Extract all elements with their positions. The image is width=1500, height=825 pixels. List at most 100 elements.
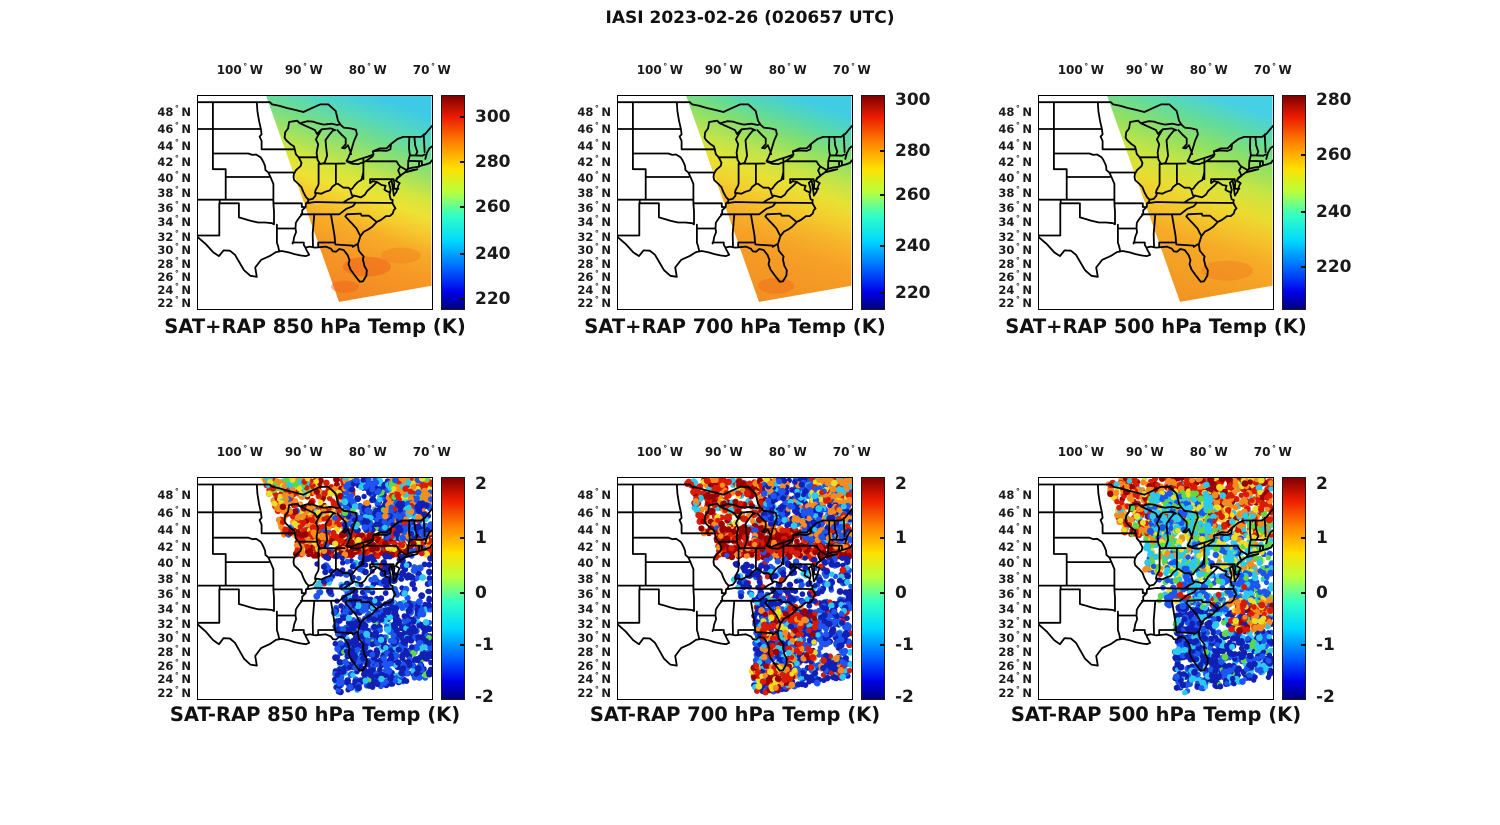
colorbar-tick-label: 220 — [895, 282, 931, 303]
lon-tick-label: 100 ° W — [636, 62, 683, 77]
lat-tick-label: 38 ° N — [577, 185, 611, 201]
lat-tick-label: 34 ° N — [157, 214, 191, 230]
colorbar-sat-plus-rap-500 — [1282, 95, 1306, 310]
lon-tick-label: 80 ° W — [348, 444, 387, 459]
lat-tick-label: 40 ° N — [577, 555, 611, 571]
lon-tick-label: 90 ° W — [704, 444, 743, 459]
colorbar-tick-mark — [1301, 644, 1306, 647]
lat-tick-label: 22 ° N — [998, 684, 1032, 700]
lat-tick-label: 48 ° N — [998, 486, 1032, 502]
colorbar-tick-mark — [460, 253, 465, 256]
lat-tick-label: 34 ° N — [998, 214, 1032, 230]
lat-tick-label: 44 ° N — [577, 138, 611, 154]
colorbar-tick-mark — [460, 537, 465, 540]
lat-tick-label: 42 ° N — [157, 154, 191, 170]
lat-tick-label: 48 ° N — [157, 104, 191, 120]
lat-tick-label: 32 ° N — [157, 615, 191, 631]
colorbar-tick-label: 2 — [895, 473, 907, 494]
colorbar-tick-label: -1 — [475, 635, 494, 656]
colorbar-tick-label: 260 — [475, 196, 511, 217]
lon-tick-label: 70 ° W — [832, 444, 871, 459]
colorbar-tick-label: -2 — [895, 686, 914, 707]
colorbar-tick-mark — [880, 644, 885, 647]
lat-tick-label: 46 ° N — [998, 504, 1032, 520]
lat-tick-label: 34 ° N — [157, 601, 191, 617]
lon-tick-label: 90 ° W — [284, 62, 323, 77]
lat-tick-label: 46 ° N — [577, 504, 611, 520]
colorbar-sat-minus-rap-700 — [861, 477, 885, 700]
colorbar-tick-label: 1 — [1316, 528, 1328, 549]
lat-tick-label: 22 ° N — [998, 295, 1032, 310]
colorbar-tick-mark — [460, 115, 465, 118]
lat-tick-label: 32 ° N — [998, 228, 1032, 244]
colorbar-tick-mark — [880, 149, 885, 152]
lat-tick-label: 32 ° N — [577, 228, 611, 244]
map-box-sat-plus-rap-850 — [197, 95, 433, 310]
lon-tick-label: 90 ° W — [1125, 62, 1164, 77]
state-boundaries — [618, 101, 852, 284]
lat-tick-label: 30 ° N — [157, 630, 191, 646]
lat-tick-label: 30 ° N — [577, 242, 611, 258]
colorbar-tick-label: -2 — [1316, 686, 1335, 707]
lat-tick-label: 38 ° N — [157, 570, 191, 586]
colorbar-sat-plus-rap-850 — [441, 95, 465, 310]
lon-tick-label: 80 ° W — [768, 444, 807, 459]
lat-tick-label: 26 ° N — [998, 657, 1032, 673]
panel-caption-sat-minus-rap-500: SAT-RAP 500 hPa Temp (K) — [1010, 703, 1302, 726]
lat-tick-label: 24 ° N — [157, 282, 191, 298]
lat-tick-label: 26 ° N — [157, 657, 191, 673]
colorbar-tick-mark — [1301, 537, 1306, 540]
lon-tick-label: 70 ° W — [1253, 62, 1292, 77]
colorbar-tick-label: -2 — [475, 686, 494, 707]
lat-tick-label: 22 ° N — [157, 684, 191, 700]
lon-tick-label: 80 ° W — [1189, 444, 1228, 459]
lat-tick-label: 44 ° N — [998, 522, 1032, 538]
colorbar-tick-mark — [1301, 211, 1306, 214]
lat-tick-label: 28 ° N — [577, 644, 611, 660]
lon-tick-label: 70 ° W — [412, 62, 451, 77]
colorbar-tick-label: 260 — [1316, 145, 1352, 166]
lat-tick-label: 42 ° N — [577, 154, 611, 170]
state-boundaries — [1039, 101, 1273, 284]
lat-tick-label: 24 ° N — [157, 671, 191, 687]
panel-caption-sat-plus-rap-850: SAT+RAP 850 hPa Temp (K) — [164, 315, 466, 338]
colorbar-tick-label: 2 — [1316, 473, 1328, 494]
colorbar-sat-plus-rap-700 — [861, 95, 885, 310]
colorbar-tick-label: 240 — [475, 244, 511, 265]
lon-tick-label: 70 ° W — [412, 444, 451, 459]
lat-tick-label: 30 ° N — [998, 242, 1032, 258]
colorbar-tick-label: 0 — [1316, 582, 1328, 603]
colorbar-tick-label: 280 — [475, 151, 511, 172]
lat-tick-label: 28 ° N — [577, 255, 611, 271]
colorbar-tick-label: 300 — [475, 106, 511, 127]
lat-tick-label: 44 ° N — [577, 522, 611, 538]
lat-tick-label: 28 ° N — [998, 255, 1032, 271]
colorbar-tick-label: 2 — [475, 473, 487, 494]
colorbar-tick-mark — [1301, 266, 1306, 268]
lat-tick-label: 48 ° N — [577, 486, 611, 502]
lat-tick-label: 28 ° N — [157, 255, 191, 271]
lat-tick-label: 46 ° N — [157, 121, 191, 137]
lat-tick-label: 46 ° N — [577, 121, 611, 137]
colorbar-tick-mark — [880, 291, 885, 294]
colorbar-tick-label: 1 — [475, 528, 487, 549]
panel-caption-sat-plus-rap-500: SAT+RAP 500 hPa Temp (K) — [1005, 315, 1307, 338]
state-boundaries — [1039, 484, 1273, 673]
colorbar-tick-mark — [880, 537, 885, 540]
panel-caption-sat-minus-rap-700: SAT-RAP 700 hPa Temp (K) — [589, 703, 881, 726]
lat-tick-label: 34 ° N — [577, 214, 611, 230]
lat-tick-label: 26 ° N — [577, 657, 611, 673]
lon-tick-label: 70 ° W — [1253, 444, 1292, 459]
lat-tick-label: 36 ° N — [157, 200, 191, 215]
lat-tick-label: 30 ° N — [157, 242, 191, 258]
lon-tick-label: 90 ° W — [284, 444, 323, 459]
map-box-sat-minus-rap-700 — [617, 477, 853, 700]
map-box-sat-minus-rap-850 — [197, 477, 433, 700]
lon-tick-label: 100 ° W — [216, 62, 263, 77]
colorbar-tick-mark — [460, 644, 465, 647]
colorbar-tick-label: 240 — [895, 235, 931, 256]
colorbar-tick-label: 300 — [895, 90, 931, 111]
panel-caption-sat-plus-rap-700: SAT+RAP 700 hPa Temp (K) — [584, 315, 886, 338]
state-boundaries — [618, 484, 852, 673]
